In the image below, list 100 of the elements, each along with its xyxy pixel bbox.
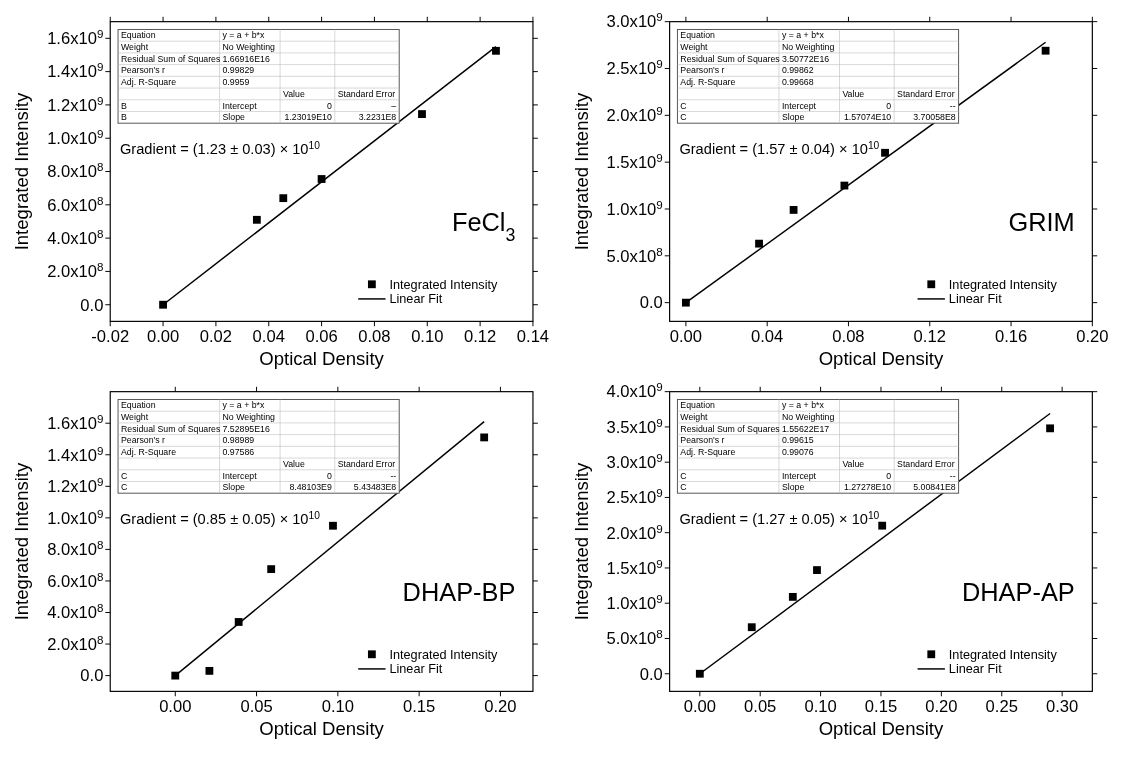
point (1041, 46, 1050, 55)
legend-label: Linear Fit (389, 662, 443, 677)
point (492, 46, 500, 55)
point (267, 565, 276, 574)
annotation: No Weighting (222, 41, 276, 52)
annotation: Residual Sum of Squares (120, 53, 221, 64)
point (418, 110, 426, 118)
annotation: Weight (680, 41, 709, 52)
annotation: Gradient = (1.27 ± 0.05) × 10$^{10}$ (679, 509, 880, 528)
x-tick-label: 0.08 (832, 326, 865, 346)
annotation: B (120, 100, 127, 111)
annotation: Standard Error (337, 458, 396, 469)
annotation: Weight (120, 41, 149, 52)
annotation: Standard Error (897, 88, 955, 99)
annotation: 3.2231E8 (358, 112, 397, 123)
annotation: Gradient = (1.23 ± 0.03) × 10$^{10}$ (119, 139, 321, 158)
y-tick-label: 1.5x10$^{9}$ (606, 150, 663, 172)
x-tick-label: 0.04 (252, 326, 285, 346)
point (881, 148, 889, 157)
annotation: DHAP-AP (961, 578, 1075, 607)
y-tick-label: 4.0x10$^{9}$ (606, 379, 663, 402)
annotation: Slope (781, 482, 805, 493)
x-tick-label: 0.16 (994, 326, 1028, 346)
annotation: – (391, 100, 397, 111)
y-tick-label: 6.0x10$^{8}$ (47, 193, 104, 215)
annotation: y = a + b*x (222, 400, 266, 411)
annotation: y = a + b*x (781, 30, 825, 41)
annotation: 3.50772E16 (781, 53, 830, 64)
annotation: y = a + b*x (781, 400, 825, 411)
x-tick-label: 0.08 (358, 326, 391, 346)
x-tick-label: 0.15 (864, 696, 898, 716)
y-tick-label: 2.0x10$^{8}$ (47, 259, 104, 282)
annotation: 0.99668 (781, 77, 814, 88)
point (159, 300, 167, 309)
y-tick-label: 1.0x10$^{9}$ (47, 126, 104, 149)
y-tick-label: 1.4x10$^{9}$ (47, 443, 104, 465)
annotation: 0.97586 (222, 447, 255, 458)
y-tick-label: 1.6x10$^{9}$ (47, 411, 104, 434)
x-axis-title: Optical Density (259, 718, 385, 740)
annotation: -- (390, 470, 397, 481)
x-axis-title: Optical Density (818, 348, 945, 370)
x-tick-label: 0.00 (146, 326, 180, 346)
point (681, 298, 690, 307)
annotation: Slope (222, 112, 246, 123)
point (695, 669, 704, 678)
annotation: 7.52895E16 (222, 423, 270, 434)
point (755, 239, 763, 248)
y-tick-label: 1.4x10$^{9}$ (47, 59, 104, 82)
annotation: Value (283, 88, 305, 99)
annotation: Residual Sum of Squares (680, 423, 781, 434)
y-axis-title: Integrated Intensity (570, 461, 592, 621)
x-tick-label: 0.12 (463, 326, 497, 346)
y-tick-label: 0.0 (639, 664, 663, 684)
annotation: C (120, 470, 128, 481)
x-tick-label: 0.20 (925, 696, 958, 716)
annotation: -- (949, 100, 956, 111)
annotation: 0 (886, 470, 892, 481)
annotation: Slope (781, 112, 805, 123)
annotation: 3.70058E8 (913, 112, 956, 123)
annotation: No Weighting (781, 411, 835, 422)
x-tick-label: 0.15 (403, 696, 436, 716)
annotation: Adj. R-Square (680, 447, 736, 458)
y-tick-label: 1.2x10$^{9}$ (47, 474, 104, 497)
annotation: Value (283, 458, 305, 469)
y-tick-label: 3.0x10$^{9}$ (606, 9, 663, 32)
annotation: 0 (326, 470, 332, 481)
y-tick-label: 8.0x10$^{8}$ (47, 537, 104, 560)
annotation: Intercept (222, 470, 258, 481)
annotation: Value (842, 458, 865, 469)
x-tick-label: 0.14 (516, 326, 550, 346)
legend-label: Integrated Intensity (389, 277, 499, 292)
y-tick-label: 6.0x10$^{8}$ (47, 569, 104, 591)
x-axis-title: Optical Density (259, 348, 385, 370)
y-tick-label: 0.0 (80, 295, 104, 315)
x-tick-label: 0.10 (321, 696, 354, 716)
point (171, 671, 180, 680)
y-tick-label: 5.0x10$^{8}$ (606, 626, 663, 649)
annotation: Value (842, 88, 865, 99)
annotation: 0.98989 (222, 435, 255, 446)
x-tick-label: 0.12 (913, 326, 946, 346)
y-tick-label: 4.0x10$^{8}$ (47, 600, 104, 623)
legend-label: Integrated Intensity (948, 277, 1058, 292)
x-tick-label: 0.00 (159, 696, 192, 716)
annotation: 0 (886, 100, 892, 111)
y-tick-label: 2.0x10$^{8}$ (47, 632, 104, 654)
y-tick-label: 8.0x10$^{8}$ (47, 159, 104, 182)
x-tick-label: 0.10 (804, 696, 837, 716)
x-tick-label: -0.02 (91, 326, 130, 346)
annotation: DHAP-BP (402, 578, 516, 607)
point (788, 592, 797, 601)
y-axis-title: Integrated Intensity (570, 91, 592, 251)
y-tick-label: 2.5x10$^{9}$ (606, 485, 663, 508)
annotation: Equation (680, 30, 716, 41)
annotation: Intercept (781, 100, 817, 111)
annotation: 5.43483E8 (353, 482, 397, 493)
annotation: 8.48103E9 (289, 482, 332, 493)
annotation: Gradient = (0.85 ± 0.05) × 10$^{10}$ (119, 509, 321, 528)
annotation: Weight (680, 411, 709, 422)
annotation: Equation (680, 400, 716, 411)
y-tick-label: 3.5x10$^{9}$ (606, 415, 663, 437)
